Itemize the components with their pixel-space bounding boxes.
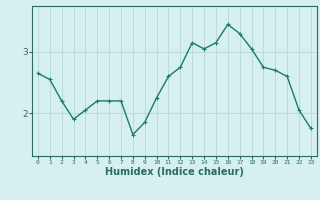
X-axis label: Humidex (Indice chaleur): Humidex (Indice chaleur) [105, 167, 244, 177]
